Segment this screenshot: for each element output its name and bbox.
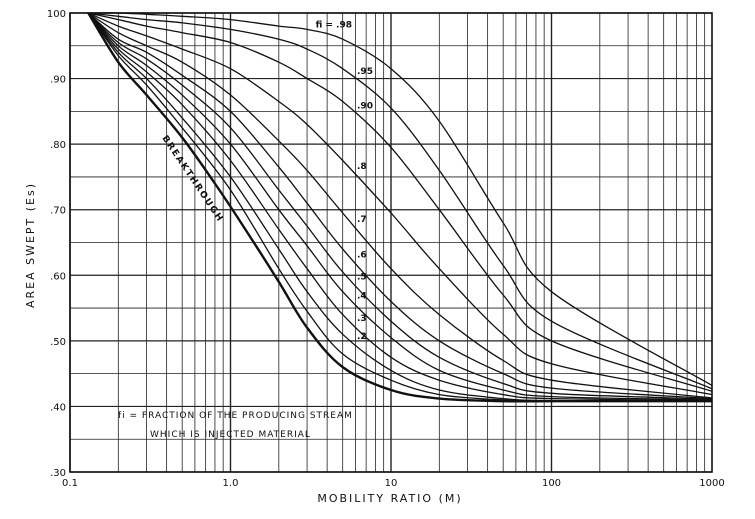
curve-label: .5 — [357, 273, 367, 283]
curve-label: .90 — [357, 101, 373, 111]
y-tick-label: 100 — [47, 9, 66, 20]
x-tick-label: 1000 — [699, 478, 724, 489]
y-tick-label: .30 — [50, 468, 66, 479]
y-tick-label: .50 — [50, 337, 66, 348]
y-tick-label: .60 — [50, 271, 66, 282]
y-tick-label: .70 — [50, 206, 66, 217]
curve-label: fi = .98 — [316, 21, 352, 31]
annotation-line-1: fi = FRACTION OF THE PRODUCING STREAM — [118, 411, 353, 421]
curve-fi-5 — [87, 12, 713, 400]
curve-fi-9 — [88, 12, 713, 392]
x-tick-label: 1.0 — [223, 478, 239, 489]
curve-fi-2 — [87, 12, 713, 402]
y-tick-label: .40 — [50, 402, 66, 413]
curve-fi-6 — [87, 12, 713, 400]
tick-labels: 0.1 1.0 10 100 1000 .30 .40 .50 .60 .70 .80 .90 100 — [47, 9, 725, 489]
y-tick-label: .90 — [50, 75, 66, 86]
curve-label: .4 — [357, 292, 367, 302]
curve-fi-1 — [87, 12, 713, 402]
curve-label: .6 — [357, 250, 367, 260]
plot-border — [69, 12, 713, 473]
x-tick-label: 0.1 — [62, 478, 78, 489]
y-tick-label: .80 — [50, 140, 66, 151]
curve-fi-7 — [87, 12, 713, 399]
curves-group — [87, 12, 713, 403]
curve-label: .3 — [357, 314, 367, 324]
curve-fi-3 — [87, 12, 713, 402]
curve-fi-8 — [88, 12, 713, 396]
y-axis-label: AREA SWEPT (Es) — [24, 182, 37, 308]
curve-label: .2 — [357, 332, 367, 342]
curve-label: .95 — [357, 67, 373, 77]
x-tick-label: 100 — [542, 478, 561, 489]
curve-label: .7 — [357, 215, 367, 225]
annotation-line-2: WHICH IS INJECTED MATERIAL — [150, 430, 311, 440]
curve-fi-4 — [87, 12, 713, 401]
curve-fi-10 — [88, 12, 713, 390]
curve-breakthrough — [87, 12, 712, 403]
curve-label: .8 — [357, 162, 367, 172]
plot-frame — [69, 12, 713, 473]
x-tick-label: 10 — [385, 478, 398, 489]
curve-fi-11 — [88, 12, 713, 386]
x-axis-label: MOBILITY RATIO (M) — [317, 492, 462, 505]
